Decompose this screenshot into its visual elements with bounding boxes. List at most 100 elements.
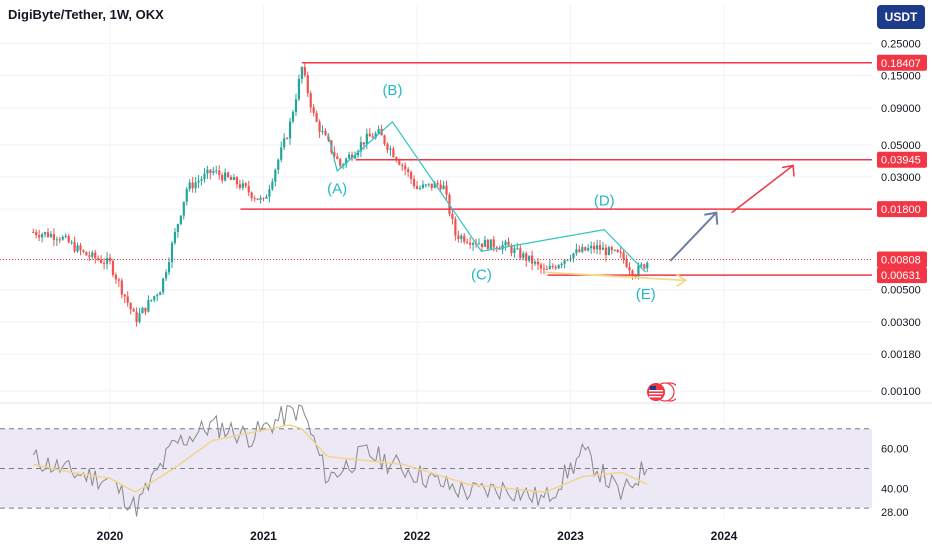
- x-tick-label: 2024: [711, 529, 738, 543]
- candle-body: [445, 185, 448, 195]
- candle-body: [218, 170, 221, 175]
- candle-body: [309, 93, 312, 108]
- price-tick-label: 0.09000: [881, 103, 921, 115]
- wave-label: (B): [382, 82, 402, 99]
- candle-body: [88, 255, 91, 257]
- candle-body: [507, 241, 510, 246]
- candle-body: [138, 313, 141, 323]
- candle-body: [601, 247, 605, 250]
- price-label-tag: [877, 251, 927, 268]
- candle-body: [421, 184, 425, 188]
- candle-body: [303, 66, 306, 76]
- candle-body: [359, 142, 363, 152]
- candle-body: [386, 143, 389, 150]
- candle-body: [200, 179, 203, 181]
- candle-body: [557, 265, 560, 269]
- candle-body: [238, 184, 241, 188]
- candle-body: [259, 197, 262, 200]
- candle-body: [339, 159, 342, 166]
- chart-title: DigiByte/Tether, 1W, OKX: [8, 7, 164, 22]
- currency-button[interactable]: USDT: [877, 5, 925, 29]
- candle-body: [563, 259, 566, 264]
- candle-body: [401, 164, 404, 166]
- candle-body: [404, 165, 407, 170]
- candle-body: [430, 183, 433, 188]
- price-label-tag: [877, 201, 927, 218]
- candle-body: [548, 265, 551, 270]
- price-label-text: 0.03945: [881, 155, 921, 167]
- candle-body: [587, 248, 590, 251]
- candle-body: [150, 299, 153, 301]
- candle-body: [528, 255, 531, 261]
- candle-body: [616, 249, 619, 253]
- candle-body: [483, 239, 486, 247]
- candle-body: [477, 243, 481, 245]
- candle-body: [73, 242, 76, 252]
- candle-body: [49, 233, 53, 237]
- candle-body: [194, 182, 197, 189]
- candle-body: [114, 274, 118, 280]
- candle-body: [147, 300, 150, 312]
- candle-body: [123, 294, 126, 297]
- x-tick-label: 2021: [250, 529, 277, 543]
- candle-body: [489, 239, 492, 249]
- candle-body: [244, 183, 247, 187]
- candle-body: [156, 295, 159, 297]
- candle-body: [345, 158, 348, 165]
- candle-body: [389, 148, 392, 150]
- candle-body: [315, 112, 318, 122]
- target-arrow-line: [731, 164, 794, 214]
- candle-body: [492, 239, 495, 248]
- price-label-text: 0.01800: [881, 204, 921, 216]
- candle-body: [516, 248, 519, 250]
- candle-body: [135, 311, 138, 323]
- candle-body: [164, 272, 168, 279]
- candle-body: [454, 218, 457, 236]
- candle-body: [117, 279, 120, 281]
- support-arrow-line: [544, 271, 686, 282]
- candle-body: [203, 173, 206, 180]
- x-tick-label: 2022: [404, 529, 431, 543]
- candle-body: [631, 270, 634, 276]
- candle-body: [297, 78, 301, 100]
- candle-body: [545, 268, 548, 270]
- wave-pattern: (A) (B) (C) (D) (E): [327, 82, 795, 303]
- candle-body: [55, 239, 58, 241]
- candle-body: [129, 302, 132, 310]
- candle-body: [132, 309, 135, 312]
- rsi-line: [32, 404, 648, 517]
- candle-body: [52, 233, 56, 240]
- projection-arrow-head: [704, 211, 719, 225]
- price-tick-label: 0.00300: [881, 317, 921, 329]
- candle-body: [159, 292, 162, 296]
- price-tick-label: 0.05000: [881, 140, 921, 152]
- candle-body: [188, 182, 191, 190]
- candle-body: [277, 159, 280, 170]
- projection-arrow-line: [669, 212, 718, 262]
- candle-body: [353, 155, 357, 159]
- candle-body: [513, 248, 516, 253]
- candle-body: [76, 245, 79, 252]
- candle-body: [312, 107, 315, 113]
- candle-body: [374, 133, 377, 138]
- candle-body: [457, 235, 460, 240]
- candle-body: [294, 99, 298, 112]
- candle-body: [371, 136, 374, 138]
- candle-body: [610, 247, 613, 251]
- price-label-text: 0.00631: [881, 270, 921, 282]
- candle-body: [424, 184, 427, 186]
- candle-body: [221, 174, 224, 181]
- candle-body: [229, 176, 233, 180]
- candle-body: [70, 242, 73, 244]
- wave-label: (A): [327, 181, 347, 198]
- candle-body: [560, 263, 563, 266]
- us-flag-icon[interactable]: [646, 382, 676, 402]
- candle-body: [185, 189, 188, 202]
- candle-body: [348, 154, 351, 159]
- candle-body: [197, 180, 200, 183]
- candle-body: [274, 169, 277, 182]
- candle-body: [206, 169, 209, 174]
- candle-body: [581, 247, 584, 252]
- candle-body: [486, 239, 489, 249]
- candle-body: [480, 243, 484, 247]
